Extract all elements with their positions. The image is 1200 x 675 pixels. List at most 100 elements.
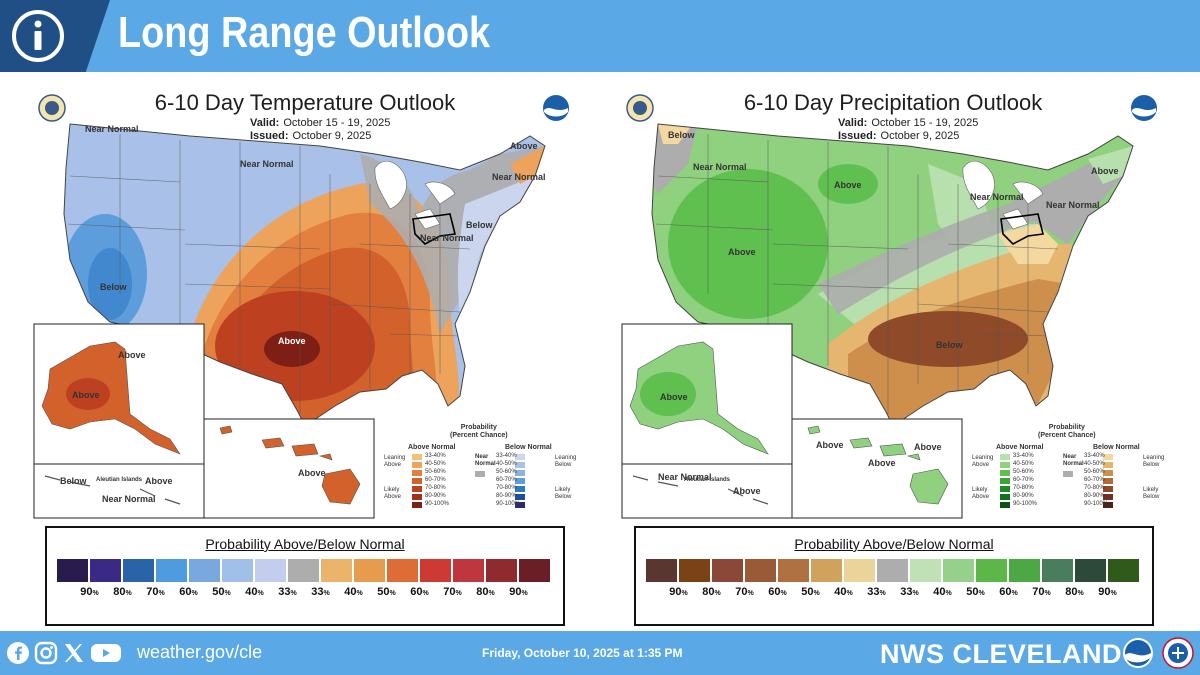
scale-label: 50%: [801, 586, 820, 598]
legend-below-swatch: [515, 494, 525, 500]
label-ak-above-2: Above: [72, 390, 100, 400]
legend-above-swatch: [1000, 502, 1010, 508]
doc-seal-icon: [38, 94, 66, 122]
label-below-nw: Below: [668, 130, 695, 140]
scale-label: 70%: [1032, 586, 1051, 598]
label-above-west: Above: [728, 247, 756, 257]
scale-swatch: [288, 559, 319, 582]
label-above-north: Above: [834, 180, 862, 190]
scale-label: 80%: [702, 586, 721, 598]
legend-above-swatch: [412, 486, 422, 492]
issued-date: Issued: October 9, 2025: [838, 130, 960, 142]
legend-leaning-above: Leaning Above: [972, 455, 994, 468]
legend-above-swatch: [1000, 486, 1010, 492]
legend-below-swatch: [515, 478, 525, 484]
legend-above-range: 33-40%: [1013, 453, 1034, 459]
youtube-icon[interactable]: [90, 641, 122, 665]
scale-swatch: [1075, 559, 1106, 582]
legend-below-range: 70-80%: [1084, 485, 1105, 491]
label-ak-above-1: Above: [118, 350, 146, 360]
legend-below-swatch: [1103, 454, 1113, 460]
legend-below-swatch: [1103, 502, 1113, 508]
legend-heading: Probability (Percent Chance): [1038, 424, 1096, 439]
label-aleutian-islands: Aleutian Islands: [96, 477, 143, 483]
legend-leaning-below: Leaning Below: [1143, 455, 1165, 468]
legend-below-range: 90-100%: [496, 501, 521, 507]
legend-below-range: 50-60%: [496, 469, 517, 475]
scale-label: 60%: [179, 586, 198, 598]
legend-above-range: 90-100%: [1013, 501, 1038, 507]
scale-swatch: [486, 559, 517, 582]
legend-below-range: 60-70%: [1084, 477, 1105, 483]
legend-above-range: 70-80%: [425, 485, 446, 491]
label-above-ne: Above: [510, 141, 538, 151]
scale-swatch: [453, 559, 484, 582]
website-link[interactable]: weather.gov/cle: [137, 642, 263, 662]
x-icon[interactable]: [62, 641, 86, 665]
scale-label: 70%: [735, 586, 754, 598]
legend-below-swatch: [515, 486, 525, 492]
scale-swatch: [354, 559, 385, 582]
facebook-icon[interactable]: [6, 641, 30, 665]
scale-label: 90%: [80, 586, 99, 598]
legend-above-range: 80-90%: [425, 493, 446, 499]
scale-swatch: [1108, 559, 1139, 582]
scale-label: 50%: [212, 586, 231, 598]
info-icon: [12, 10, 64, 62]
header-bar: Long Range Outlook: [0, 0, 1200, 72]
legend-near-normal-swatch: [475, 471, 485, 477]
legend-below-range: 40-50%: [496, 461, 517, 467]
legend-below-swatch: [515, 454, 525, 460]
legend-below-range: 60-70%: [496, 477, 517, 483]
scale-swatch: [1042, 559, 1073, 582]
label-below-west: Below: [100, 282, 127, 292]
nws-logo-icon: [1162, 637, 1194, 669]
legend-above-swatch: [1000, 478, 1010, 484]
precipitation-probability-scale: Probability Above/Below Normal 90% 80% 70%…: [634, 526, 1154, 626]
label-below-east: Below: [466, 220, 493, 230]
legend-near-normal: Near Normal: [1063, 454, 1084, 467]
scale-swatch: [123, 559, 154, 582]
scale-label: 60%: [410, 586, 429, 598]
page-title: Long Range Outlook: [118, 8, 491, 57]
instagram-icon[interactable]: [34, 641, 58, 665]
label-near-normal-great-lakes: Near Normal: [970, 192, 1024, 202]
legend-below-range: 40-50%: [1084, 461, 1105, 467]
label-aleutian-islands: Aleutian Islands: [684, 477, 731, 483]
legend-above-range: 33-40%: [425, 453, 446, 459]
legend-above-swatch: [1000, 470, 1010, 476]
legend-above-range: 70-80%: [1013, 485, 1034, 491]
precipitation-map: [621, 123, 1134, 519]
scale-swatch: [976, 559, 1007, 582]
scale-label-spacer: [646, 586, 662, 598]
label-hi-above-3: Above: [868, 458, 896, 468]
label-above-ne: Above: [1091, 166, 1119, 176]
scale-swatch: [712, 559, 743, 582]
legend-above-range: 40-50%: [425, 461, 446, 467]
label-near-normal-nw: Near Normal: [85, 124, 139, 134]
label-ak-near-normal: Near Normal: [102, 494, 156, 504]
scale-label: 80%: [476, 586, 495, 598]
scale-label: 80%: [1065, 586, 1084, 598]
legend-below-swatch: [1103, 486, 1113, 492]
scale-swatch: [420, 559, 451, 582]
scale-label: 60%: [768, 586, 787, 598]
temperature-outlook-title: 6-10 Day Temperature Outlook: [154, 90, 456, 115]
temperature-scale-labels: 90% 80% 70% 60% 50% 40% 33% 33% 40% 50% 60% 70% 80% 9…: [57, 586, 535, 598]
scale-swatch: [877, 559, 908, 582]
scale-swatch: [222, 559, 253, 582]
legend-above-swatch: [412, 470, 422, 476]
legend-below-range: 80-90%: [496, 493, 517, 499]
scale-swatch: [679, 559, 710, 582]
label-above-center: Above: [278, 336, 306, 346]
scale-swatch: [57, 559, 88, 582]
legend-above-swatch: [412, 502, 422, 508]
issued-date: Issued: October 9, 2025: [250, 130, 372, 142]
precipitation-scale-swatches: [646, 559, 1141, 582]
label-near-normal-mid: Near Normal: [240, 159, 294, 169]
legend-leaning-below: Leaning Below: [555, 455, 577, 468]
legend-leaning-above: Leaning Above: [384, 455, 406, 468]
label-ak-above-3: Above: [145, 476, 173, 486]
scale-swatch: [387, 559, 418, 582]
scale-label: 33%: [900, 586, 919, 598]
